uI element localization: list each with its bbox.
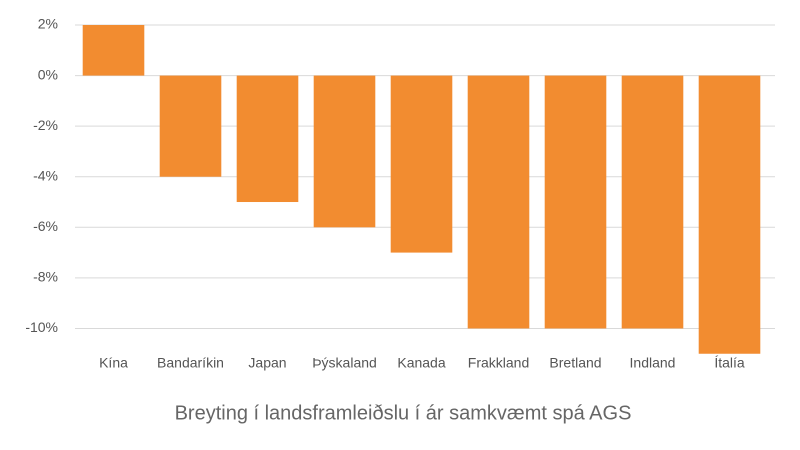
- bar: [313, 75, 376, 228]
- y-tick-label: -6%: [33, 218, 58, 234]
- x-tick-label: Indland: [630, 355, 676, 371]
- y-tick-label: -10%: [25, 319, 58, 335]
- x-tick-label: Bretland: [549, 355, 601, 371]
- bar: [467, 75, 530, 329]
- x-tick-label: Kanada: [397, 355, 445, 371]
- y-tick-label: -8%: [33, 269, 58, 285]
- bar: [544, 75, 607, 329]
- y-tick-label: 2%: [38, 16, 58, 32]
- bar: [390, 75, 453, 253]
- bar: [621, 75, 684, 329]
- x-tick-label: Frakkland: [468, 355, 529, 371]
- x-tick-label: Ítalía: [714, 355, 745, 371]
- y-tick-label: -2%: [33, 117, 58, 133]
- x-tick-label: Japan: [248, 355, 286, 371]
- x-tick-label: Bandaríkin: [157, 355, 224, 371]
- bar: [236, 75, 299, 203]
- bar: [159, 75, 222, 177]
- bar: [698, 75, 761, 354]
- chart-title: Breyting í landsframleiðslu í ár samkvæm…: [175, 402, 632, 424]
- bar: [82, 25, 145, 76]
- x-tick-label: Þýskaland: [312, 355, 377, 371]
- x-tick-label: Kína: [99, 355, 128, 371]
- y-tick-label: -4%: [33, 167, 58, 183]
- y-tick-label: 0%: [38, 66, 58, 82]
